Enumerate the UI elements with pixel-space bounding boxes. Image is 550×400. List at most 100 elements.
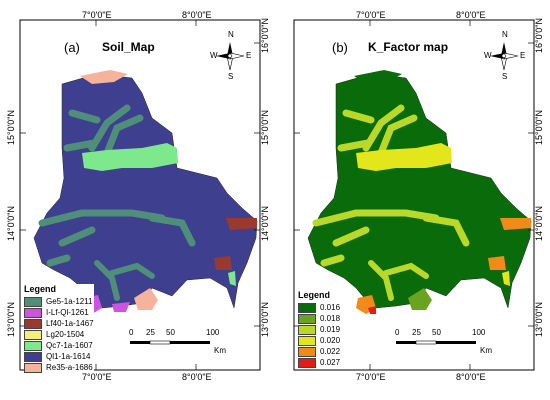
lon-label-bottom-8: 8°0'0"E: [182, 372, 212, 382]
lat-label-right-14: 14°0'0"N: [260, 206, 270, 242]
soil-region-qc7: [82, 143, 178, 171]
scale-label-50: 50: [432, 328, 441, 337]
panel-label: (a): [64, 40, 80, 55]
legend-item: 0.027: [298, 357, 340, 368]
k-region-018: [408, 288, 432, 310]
k-region-022: [500, 218, 531, 230]
legend-swatch: [298, 302, 316, 313]
legend-item: 0.016: [298, 302, 340, 313]
legend-label: 0.027: [320, 358, 341, 367]
legend-swatch: [298, 324, 316, 335]
soil-region-lf40-2: [214, 256, 232, 270]
lat-label-right-15: 15°0'0"N: [260, 110, 270, 146]
k-region-020: [356, 143, 452, 171]
lon-label-bottom-7: 7°0'0"E: [356, 372, 386, 382]
north-arrow-icon: [216, 42, 245, 71]
map-title: K_Factor map: [368, 40, 449, 54]
lon-label-top-7: 7°0'0"E: [356, 10, 386, 20]
soil-region-i-lf-ql-2: [112, 302, 130, 312]
lat-label-right-13: 13°0'0"N: [534, 302, 544, 338]
legend-label: 0.016: [320, 303, 341, 312]
soil-legend: Legend Ge5-1a-1211 I-Lf-Ql-1261 Lf40-1a-…: [24, 284, 94, 373]
legend-title: Legend: [24, 284, 57, 294]
soil-region-ge5: [63, 104, 144, 157]
legend-item: 0.022: [298, 346, 340, 357]
scale-label-100: 100: [206, 328, 220, 337]
k-factor-legend: Legend 0.016 0.018 0.019 0.020 0.022 0.0…: [298, 290, 341, 368]
legend-label: Lf40-1a-1467: [46, 319, 94, 328]
k-region-020-2: [502, 271, 510, 286]
legend-swatch: [24, 296, 42, 307]
south-label: S: [228, 72, 234, 81]
soil-region-ge5-2: [38, 209, 196, 267]
k-region-027: [368, 306, 376, 314]
k-region-019-3: [368, 260, 429, 301]
lat-label-left-14: 14°0'0"N: [6, 206, 16, 242]
legend-swatch: [24, 329, 42, 340]
legend-label: Ge5-1a-1211: [46, 297, 93, 306]
legend-swatch: [24, 318, 42, 329]
panel-label: (b): [332, 40, 348, 55]
legend-label: 0.020: [320, 336, 341, 345]
lat-label-left-15: 15°0'0"N: [6, 110, 16, 146]
legend-label: Re35-a-1686: [46, 363, 93, 372]
lon-label-top-7: 7°0'0"E: [82, 10, 112, 20]
scale-label-0: 0: [395, 328, 400, 337]
soil-region-re35-top: [80, 70, 128, 84]
north-label: N: [502, 30, 508, 39]
north-arrow-icon: [490, 42, 519, 71]
legend-swatch: [298, 313, 316, 324]
legend-title: Legend: [298, 290, 331, 300]
lat-label-right-15: 15°0'0"N: [534, 110, 544, 146]
k-region-019-2: [312, 209, 470, 267]
k-region-018-top: [354, 70, 402, 84]
legend-item: I-Lf-Ql-1261: [24, 307, 94, 318]
legend-swatch: [298, 346, 316, 357]
south-label: S: [502, 72, 508, 81]
west-label: W: [484, 51, 492, 60]
lon-label-bottom-7: 7°0'0"E: [82, 372, 112, 382]
legend-label: 0.018: [320, 314, 341, 323]
soil-region-ge5-3: [94, 260, 155, 301]
lon-label-top-8: 8°0'0"E: [456, 10, 486, 20]
lat-label-left-13: 13°0'0"N: [6, 302, 16, 338]
scale-label-100: 100: [472, 328, 486, 337]
legend-label: Lg20-1504: [46, 330, 85, 339]
k-factor-map-panel: 7°0'0"E 8°0'0"E 7°0'0"E 8°0'0"E 16°0'0"N…: [276, 8, 544, 394]
legend-item: Ql1-1a-1614: [24, 351, 94, 362]
lat-label-right-16: 16°0'0"N: [260, 18, 270, 54]
scale-label-25: 25: [412, 328, 421, 337]
legend-swatch: [298, 335, 316, 346]
legend-swatch: [24, 351, 42, 362]
north-label: N: [228, 30, 234, 39]
legend-swatch: [24, 362, 42, 373]
legend-item: Ge5-1a-1211: [24, 296, 94, 307]
legend-label: Qc7-1a-1607: [46, 341, 93, 350]
scale-label-50: 50: [166, 328, 175, 337]
legend-label: I-Lf-Ql-1261: [46, 308, 89, 317]
legend-swatch: [24, 340, 42, 351]
legend-item: 0.020: [298, 335, 340, 346]
lat-label-right-16: 16°0'0"N: [534, 18, 544, 54]
east-label: E: [520, 51, 526, 60]
east-label: E: [246, 51, 252, 60]
scale-bar: [396, 340, 476, 345]
soil-region-re35-bottom: [134, 288, 158, 310]
k-factor-map-svg: [293, 19, 535, 371]
legend-swatch: [24, 307, 42, 318]
soil-region-qc7-2: [228, 271, 236, 286]
legend-item: Qc7-1a-1607: [24, 340, 94, 351]
k-region-022-2: [488, 256, 506, 270]
legend-label: Ql1-1a-1614: [46, 352, 91, 361]
soil-region-lf40: [226, 218, 257, 230]
lon-label-top-8: 8°0'0"E: [182, 10, 212, 20]
legend-item: 0.018: [298, 313, 340, 324]
lat-label-right-13: 13°0'0"N: [260, 302, 270, 338]
soil-map-panel: 7°0'0"E 8°0'0"E 7°0'0"E 8°0'0"E 15°0'0"N…: [2, 8, 270, 394]
west-label: W: [210, 51, 218, 60]
scale-label-25: 25: [146, 328, 155, 337]
legend-item: Re35-a-1686: [24, 362, 94, 373]
map-title: Soil_Map: [102, 40, 155, 54]
legend-item: Lg20-1504: [24, 329, 94, 340]
soil-map-svg: [19, 19, 261, 371]
